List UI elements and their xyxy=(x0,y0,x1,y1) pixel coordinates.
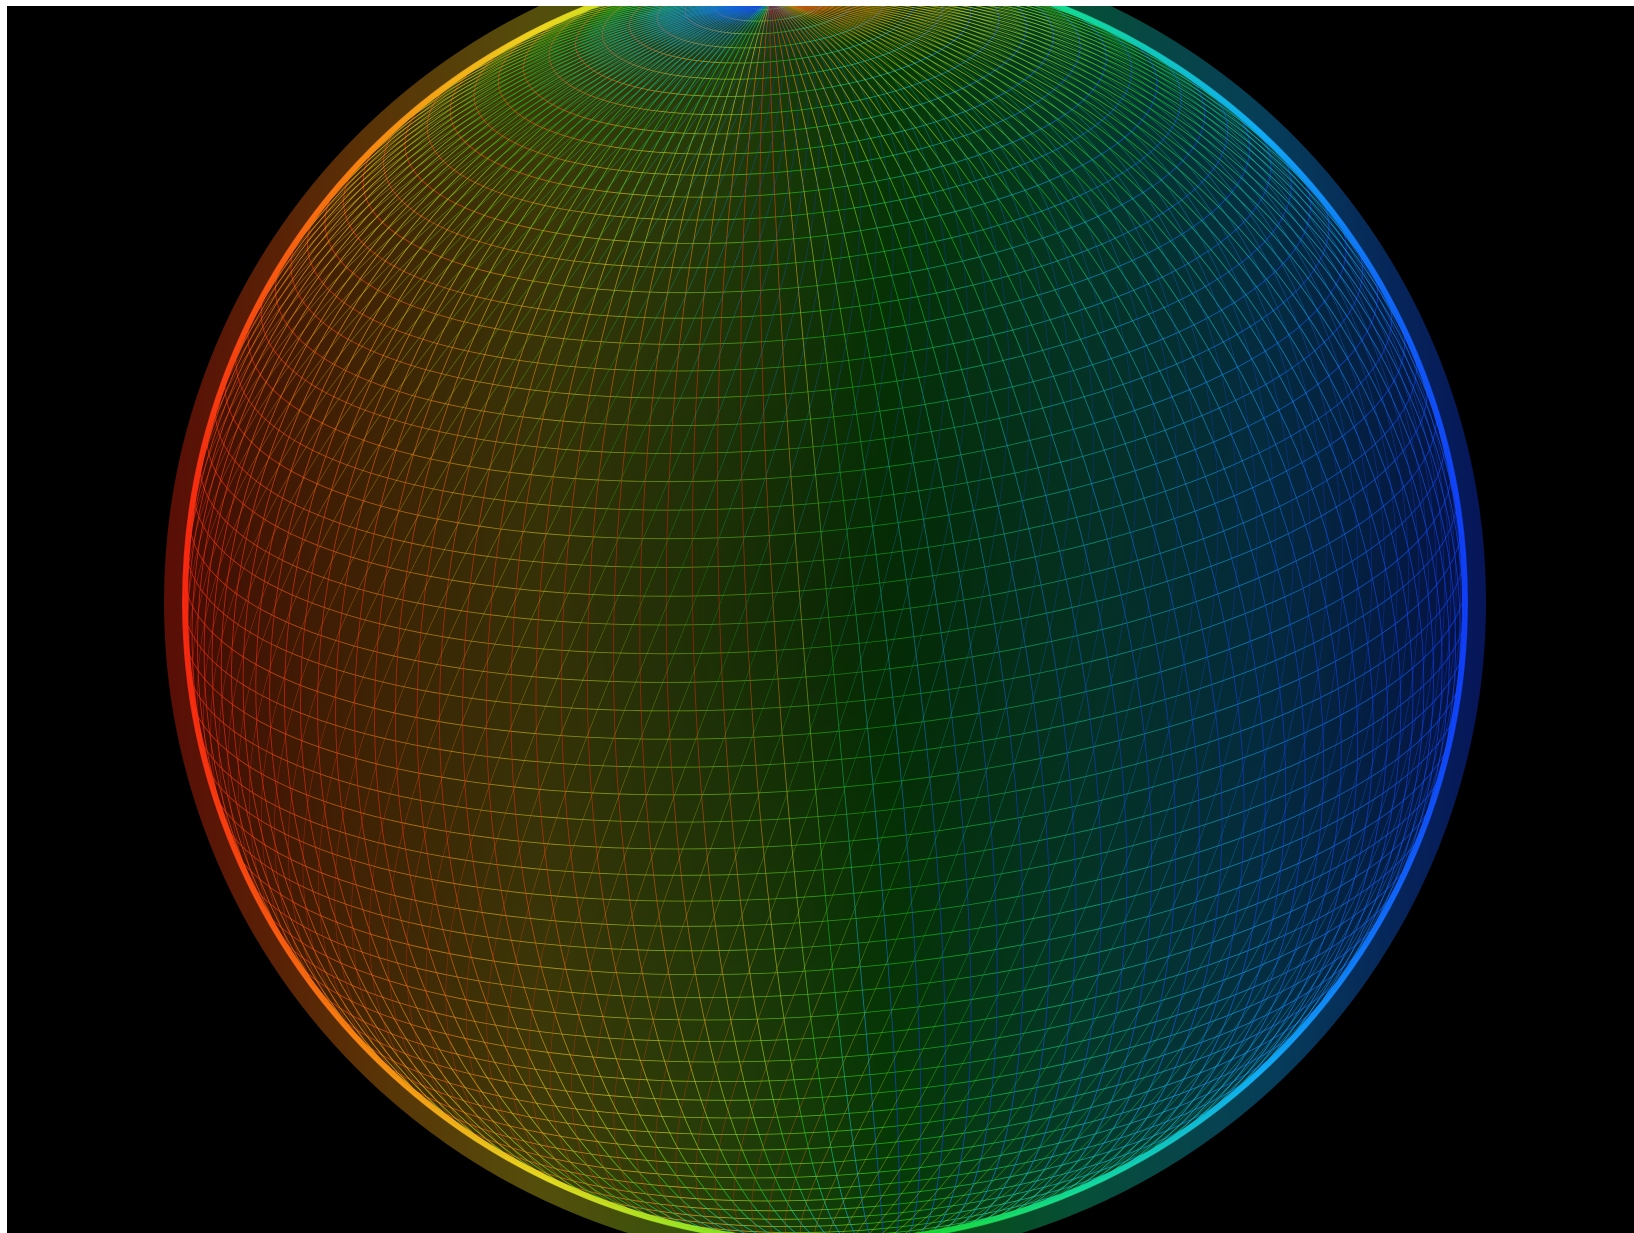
sphere-rim xyxy=(182,6,1468,1233)
sphere-halo xyxy=(164,6,1486,1233)
render-viewport xyxy=(7,6,1634,1233)
sphere-mesh-canvas xyxy=(164,6,1486,1233)
sphere-shading xyxy=(183,6,1467,1233)
